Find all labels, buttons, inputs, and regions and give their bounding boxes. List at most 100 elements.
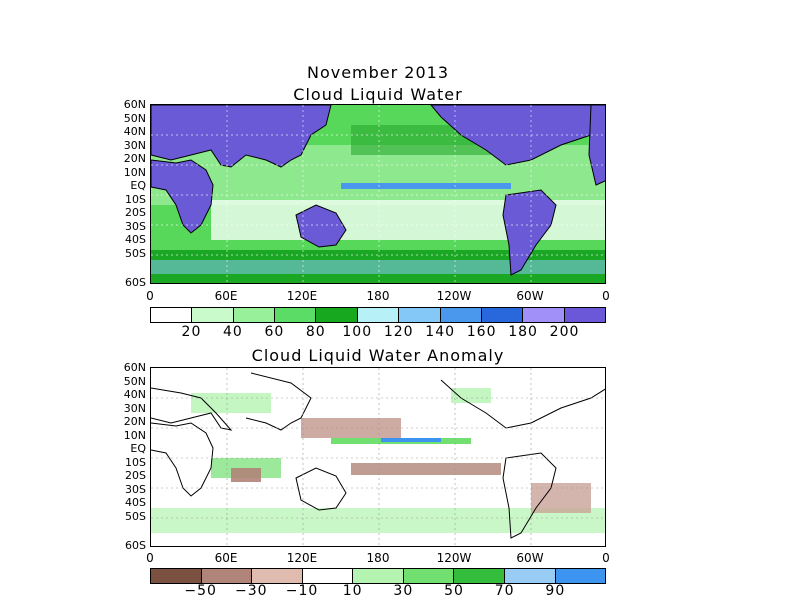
map2-lat-label: 50N (123, 375, 146, 388)
map1-lon-label: 0 (602, 289, 610, 303)
colorbar-tick-label: 100 (342, 324, 373, 340)
colorbar-tick-label: 40 (222, 324, 243, 340)
colorbar-swatch (192, 308, 234, 322)
colorbar-swatch (233, 308, 276, 322)
map1-lat-label: 20S (125, 206, 146, 219)
map2-lon-label: 60E (214, 551, 238, 565)
map1-lat-label: 10S (125, 193, 146, 206)
date-title: November 2013 (306, 63, 450, 82)
map2-lat-label: 50S (125, 510, 146, 523)
map1-lat-label: 30S (125, 220, 146, 233)
colorbar-swatch (353, 569, 404, 583)
colorbar-swatch (403, 569, 455, 583)
map2-patch-southern (151, 508, 605, 533)
map2-lon-label: 60W (516, 551, 544, 565)
map2-north-america-coast (440, 379, 605, 429)
cloud-liquid-water-anomaly-map (150, 367, 606, 547)
colorbar-swatch (357, 308, 400, 322)
map1-lon-label: 180 (366, 289, 390, 303)
colorbar-swatch (275, 308, 317, 322)
map2-patch-negative (231, 468, 261, 482)
colorbar-swatch (504, 569, 556, 583)
map2-lon-label: 120W (436, 551, 472, 565)
map2-patch-positive (191, 393, 271, 413)
map2-asia-coast (245, 372, 312, 431)
colorbar-swatch (564, 308, 605, 322)
map2-lat-label: 10S (125, 456, 146, 469)
map2-lon-label: 180 (366, 551, 390, 565)
colorbar-swatch (523, 308, 565, 322)
colorbar-tick-label: 90 (545, 583, 566, 599)
map1-lat-label: 10N (123, 166, 146, 179)
map1-south-america (502, 189, 557, 276)
map2-lat-label: 60S (125, 539, 146, 552)
map2-patch-positive (451, 388, 491, 403)
colorbar-swatch (555, 569, 606, 583)
map2-lat-label: 20N (123, 415, 146, 428)
colorbar-tick-label: 10 (342, 583, 363, 599)
colorbar-swatch (151, 308, 193, 322)
map2-patch-negative (351, 463, 501, 475)
map2-lon-label: 0 (146, 551, 154, 565)
colorbar-tick-label: −50 (184, 583, 217, 599)
map1-lat-label: 50N (123, 112, 146, 125)
map2-colorbar (150, 568, 606, 584)
colorbar-swatch (252, 569, 303, 583)
colorbar-tick-label: 60 (264, 324, 285, 340)
map1-lat-label: EQ (130, 179, 146, 192)
map1-lat-label: 50S (125, 247, 146, 260)
map1-itcz (341, 183, 511, 189)
colorbar-tick-label: 200 (549, 324, 580, 340)
colorbar-tick-label: 80 (305, 324, 326, 340)
colorbar-swatch (201, 569, 253, 583)
map1-grid (151, 105, 605, 283)
map1-southern-band (151, 260, 605, 274)
map2-lon-label: 0 (602, 551, 610, 565)
colorbar-swatch (302, 569, 354, 583)
map2-lat-label: 60N (123, 361, 146, 374)
colorbar-tick-label: 120 (383, 324, 414, 340)
map2-lat-label: 40N (123, 388, 146, 401)
map1-lat-label: 40N (123, 125, 146, 138)
map2-patch-blue (381, 438, 441, 442)
map1-colorbar (150, 307, 606, 323)
colorbar-tick-label: 70 (494, 583, 515, 599)
map2-lat-label: 30S (125, 483, 146, 496)
map1-lat-label: 40S (125, 233, 146, 246)
map1-lat-label: 20N (123, 152, 146, 165)
cloud-liquid-water-map (150, 104, 606, 284)
map2-lat-label: 40S (125, 496, 146, 509)
map1-lon-label: 0 (146, 289, 154, 303)
map2-grid (151, 368, 605, 546)
map1-eurasia (151, 105, 332, 168)
map1-lon-label: 60W (516, 289, 544, 303)
colorbar-swatch (151, 569, 202, 583)
map2-lat-label: EQ (130, 442, 146, 455)
map1-lon-label: 60E (214, 289, 238, 303)
map1-title: Cloud Liquid Water (293, 85, 463, 104)
map2-anomalies (151, 388, 605, 533)
map2-lat-label: 20S (125, 469, 146, 482)
map1-australia (295, 204, 347, 248)
map2-svg (151, 368, 605, 546)
colorbar-tick-label: 180 (508, 324, 538, 340)
map2-eurasia-coast (151, 387, 233, 431)
colorbar-swatch (440, 308, 482, 322)
map1-svg (151, 105, 605, 283)
map1-lat-label: 60S (125, 276, 146, 289)
map1-lon-label: 120W (436, 289, 472, 303)
colorbar-tick-label: −30 (235, 583, 268, 599)
map1-lon-label: 120E (286, 289, 318, 303)
map2-title: Cloud Liquid Water Anomaly (251, 346, 505, 365)
colorbar-tick-label: 160 (466, 324, 497, 340)
map2-africa-coast (151, 422, 214, 497)
colorbar-swatch (399, 308, 441, 322)
colorbar-tick-label: 50 (444, 583, 464, 599)
colorbar-swatch (316, 308, 358, 322)
colorbar-tick-label: 30 (393, 583, 414, 599)
map1-lat-label: 30N (123, 139, 146, 152)
map2-coastlines (151, 372, 605, 539)
colorbar-tick-label: −10 (285, 583, 319, 599)
colorbar-swatch (454, 569, 505, 583)
map2-australia-coast (295, 467, 347, 511)
